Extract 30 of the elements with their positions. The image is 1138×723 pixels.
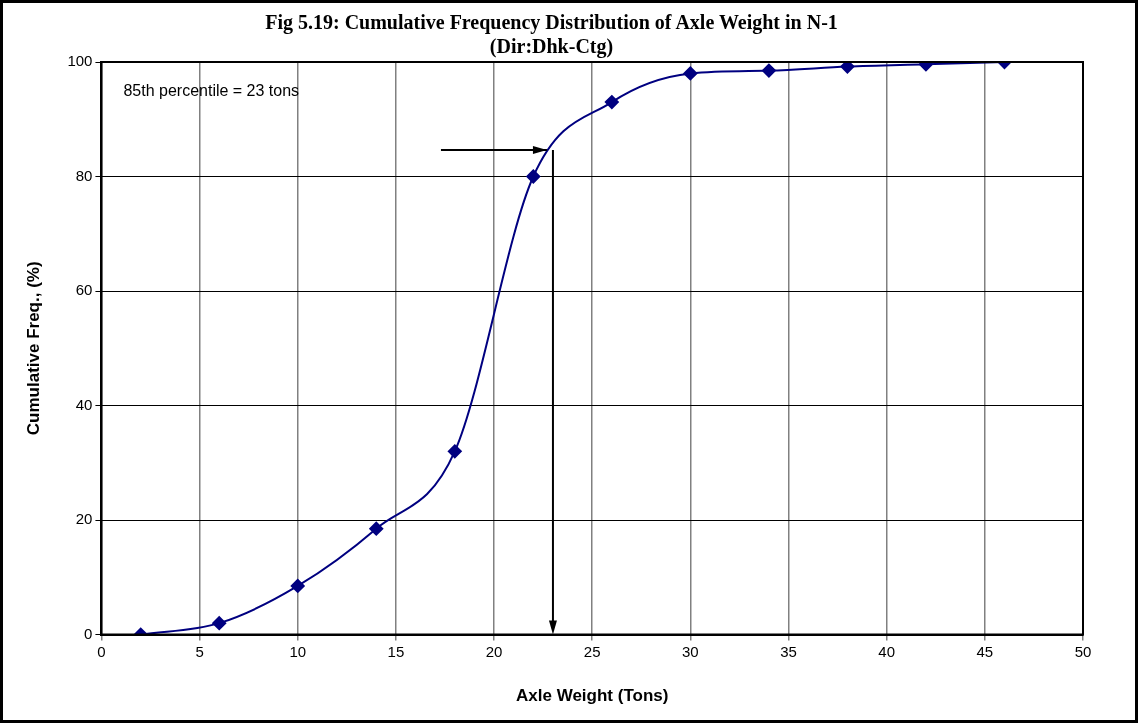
point — [290, 578, 305, 593]
x-tick-label: 50 — [1074, 642, 1092, 660]
y-axis-title: Cumulative Freq., (%) — [23, 261, 43, 436]
x-tick-label: 45 — [976, 642, 994, 660]
x-tick-label: 25 — [583, 642, 601, 660]
x-tick-label: 40 — [878, 642, 896, 660]
point — [604, 95, 619, 110]
y-tick-label: 60 — [75, 281, 93, 299]
x-tick-label: 0 — [97, 642, 106, 660]
x-tick-label: 10 — [289, 642, 307, 660]
y-tick-label: 80 — [75, 166, 93, 184]
y-tick-label: 40 — [75, 395, 93, 413]
x-tick-label: 35 — [780, 642, 797, 660]
point — [526, 169, 541, 184]
x-tick-label: 30 — [682, 642, 699, 660]
point — [447, 444, 462, 459]
point — [683, 66, 698, 81]
chart-title: Fig 5.19: Cumulative Frequency Distribution of Axle Weight in N-1 (Dir:Dhk-Ctg) — [265, 11, 838, 59]
x-axis-title: Axle Weight (Tons) — [516, 686, 669, 706]
point — [212, 616, 227, 631]
x-tick-label: 5 — [195, 642, 204, 660]
point — [369, 521, 384, 536]
y-tick-label: 20 — [75, 510, 93, 528]
y-tick-label: 100 — [67, 52, 93, 70]
x-tick-label: 20 — [485, 642, 503, 660]
x-tick-label: 15 — [387, 642, 405, 660]
annotation: 85th percentile = 23 tons — [123, 82, 300, 100]
point — [840, 62, 855, 74]
y-tick-label: 0 — [84, 624, 93, 642]
point — [761, 63, 776, 78]
